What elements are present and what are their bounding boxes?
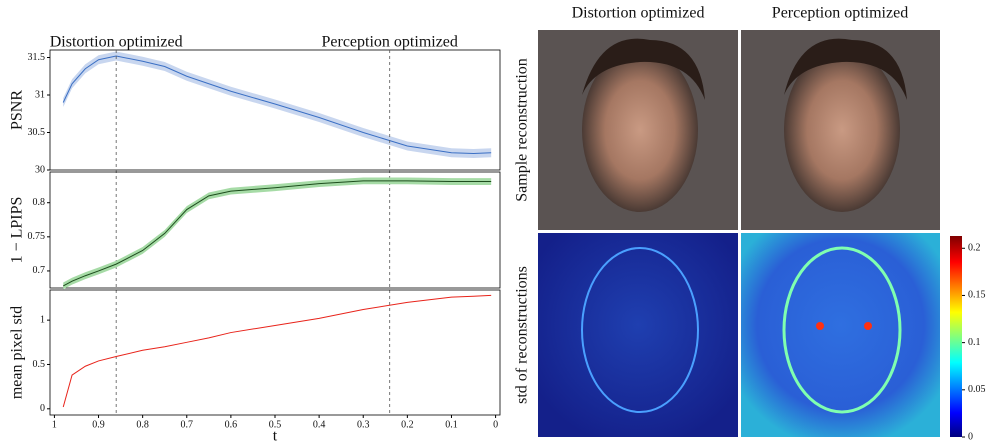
line [62, 55, 492, 155]
annotation: Distortion optimized [50, 34, 183, 51]
y-axis-label: 1 − LPIPS [9, 197, 26, 264]
x-tick-label: 0.7 [181, 419, 194, 430]
confidence-band [63, 177, 492, 290]
x-tick-label: 0.3 [357, 419, 370, 430]
colorbar-tick-label: 0.05 [968, 384, 986, 395]
outline [782, 246, 902, 414]
axes-frame [49, 49, 501, 171]
line [62, 294, 492, 408]
face [784, 48, 900, 212]
y-axis-label: mean pixel std [9, 306, 26, 399]
column-title: Distortion optimized [572, 5, 705, 22]
x-tick-label: 0.2 [401, 419, 414, 430]
row-label: Sample reconstruction [514, 58, 531, 202]
colorbar-tick-label: 0 [968, 431, 973, 442]
hair [582, 38, 705, 100]
images [538, 30, 962, 437]
outline [581, 247, 699, 413]
x-tick-label: 0 [493, 419, 498, 430]
heatmap [538, 233, 738, 437]
colorbar [950, 236, 962, 437]
colorbar-tick-label: 0.15 [968, 290, 986, 301]
x-axis-label: t [273, 428, 278, 442]
colorbar-tick-label: 0.1 [968, 337, 981, 348]
hotspot [816, 322, 824, 330]
y-axis-label: PSNR [9, 90, 26, 130]
y-tick-label: 0.8 [33, 197, 46, 208]
row-label: std of reconstructions [514, 266, 531, 404]
y-tick-label: 0.7 [33, 265, 46, 276]
annotation: Perception optimized [322, 34, 458, 51]
y-tick-label: 30 [35, 164, 45, 175]
face [582, 48, 698, 212]
y-tick-label: 30.5 [28, 127, 46, 138]
y-tick-label: 0 [40, 403, 45, 414]
x-tick-label: 0.4 [313, 419, 326, 430]
hotspot [864, 322, 872, 330]
x-tick-label: 0.9 [92, 419, 105, 430]
line [62, 180, 492, 287]
column-title: Perception optimized [772, 5, 908, 22]
y-tick-label: 31 [35, 89, 45, 100]
x-tick-label: 0.8 [136, 419, 149, 430]
heatmap [741, 233, 940, 437]
axes-frame [49, 171, 501, 289]
hair [784, 38, 907, 100]
axes-frame [49, 289, 501, 416]
y-tick-label: 0.75 [28, 231, 46, 242]
x-tick-label: 1 [52, 419, 57, 430]
colorbar-tick-label: 0.2 [968, 243, 981, 254]
y-tick-label: 31.5 [28, 52, 46, 63]
x-tick-label: 0.5 [269, 419, 282, 430]
y-tick-label: 1 [40, 314, 45, 325]
x-tick-label: 0.6 [225, 419, 238, 430]
x-tick-label: 0.1 [445, 419, 458, 430]
y-tick-label: 0.5 [33, 359, 46, 370]
